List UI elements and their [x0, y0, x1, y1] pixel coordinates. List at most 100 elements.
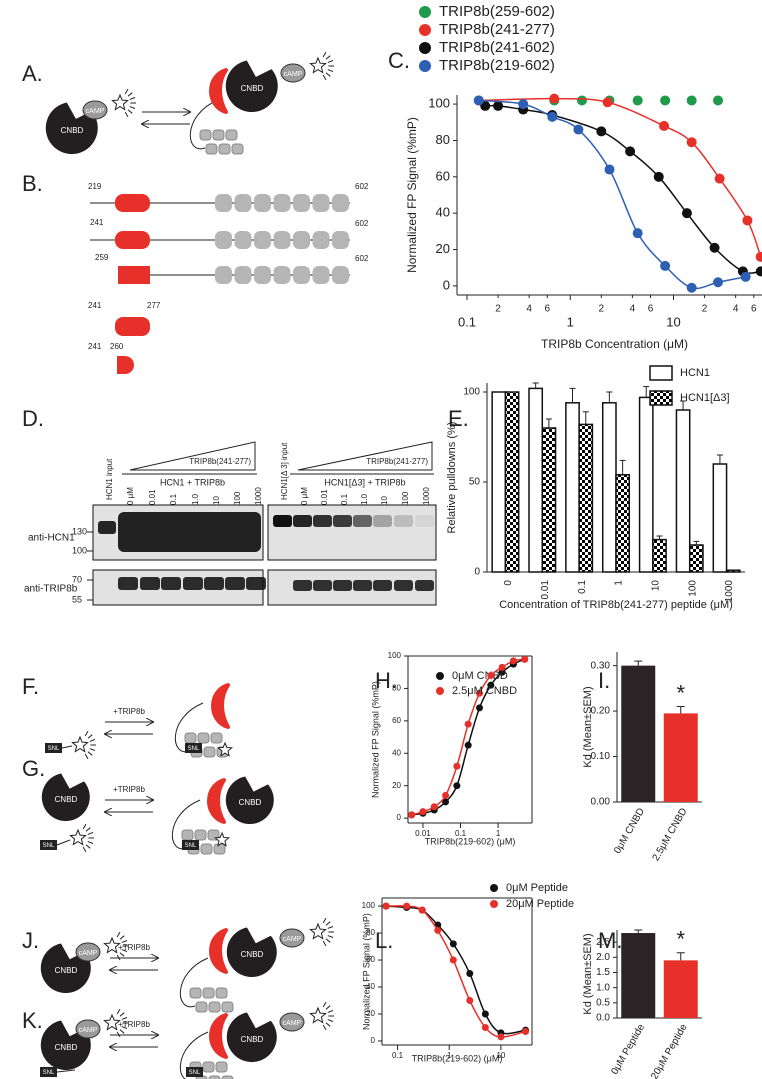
emission-ray	[89, 739, 96, 742]
bar	[675, 409, 691, 573]
tpr-domain	[208, 1075, 221, 1079]
data-point	[434, 926, 442, 934]
tpr-domain	[221, 1001, 234, 1013]
x-tick-label: 4	[733, 304, 739, 315]
data-point	[442, 798, 450, 806]
data-point	[518, 99, 529, 110]
construct-gray	[234, 231, 252, 249]
residue-number: 602	[355, 219, 369, 228]
x-axis-label: Concentration of TRIP8b(241-277) peptide…	[499, 599, 733, 611]
legend-label: TRIP8b(241-277)	[439, 21, 555, 38]
construct-gray	[312, 231, 330, 249]
x-tick-label: 10	[496, 1051, 505, 1060]
mw-marker: 55	[72, 594, 82, 604]
emission-ray	[325, 55, 331, 60]
band	[313, 580, 332, 591]
x-tick-label: 0.1	[392, 1051, 404, 1060]
emission-ray	[116, 1031, 121, 1038]
x-axis-label: TRIP8b(219-602) (μM)	[425, 836, 516, 846]
cnbd-domain	[225, 776, 274, 825]
data-point	[497, 1033, 505, 1041]
emission-ray	[325, 921, 331, 926]
emission-ray	[121, 1026, 128, 1029]
data-point	[481, 1010, 489, 1018]
data-point	[418, 906, 426, 914]
x-tick-label: 1000	[724, 580, 735, 603]
data-point	[714, 173, 725, 184]
data-point	[487, 681, 495, 689]
band	[415, 580, 434, 591]
camp	[279, 928, 305, 948]
residue-number: 219	[88, 182, 102, 191]
bar	[663, 713, 698, 802]
bar	[621, 665, 656, 802]
mw-marker: 70	[72, 574, 82, 584]
trip8b-domain	[211, 683, 230, 729]
linker	[174, 702, 204, 753]
construct-gray	[332, 231, 349, 249]
cnbd-label: CNBD	[241, 84, 264, 93]
tpr-domain	[208, 1001, 221, 1013]
tpr-domain	[221, 1075, 234, 1079]
arrow-label: +TRIP8b	[118, 943, 150, 952]
data-point	[686, 282, 697, 293]
x-tick-label: 0μM Peptide	[609, 1022, 647, 1077]
band	[394, 580, 413, 591]
snl-label: SNL	[43, 843, 55, 849]
emission-ray	[119, 952, 125, 957]
cnbd-label: CNBD	[55, 1043, 78, 1052]
bar	[504, 391, 520, 573]
band	[333, 515, 352, 527]
arrow-label: +TRIP8b	[113, 785, 145, 794]
emission-ray	[322, 1024, 327, 1031]
construct-gray	[332, 194, 349, 212]
tpr-domain	[184, 732, 197, 744]
y-tick-label: 0.30	[591, 660, 611, 671]
band	[118, 577, 138, 590]
y-tick-label: 0.10	[591, 751, 611, 762]
emission-ray	[127, 109, 133, 114]
emission-ray	[84, 753, 89, 760]
fit-curve	[386, 905, 526, 1038]
x-tick-label: 1	[447, 1051, 452, 1060]
linker	[61, 745, 73, 749]
y-tick-label: 80	[436, 132, 450, 147]
emission-ray	[124, 88, 129, 95]
legend-swatch	[649, 390, 673, 406]
data-point	[419, 808, 427, 816]
data-point	[625, 146, 636, 157]
cnbd-label: CNBD	[241, 950, 264, 959]
x-axis-label: TRIP8b Concentration (μM)	[541, 337, 688, 351]
data-point	[596, 126, 607, 137]
bar	[578, 423, 594, 573]
band	[353, 580, 372, 591]
emission-ray	[325, 938, 331, 943]
blot-label: anti-TRIP8b	[24, 584, 78, 595]
x-tick-label: 1	[496, 829, 501, 838]
y-axis-label: Kd (Mean±SEM)	[582, 933, 594, 1014]
x-tick-label: 0.1	[458, 314, 476, 329]
band	[118, 512, 261, 552]
tpr-domain	[197, 732, 210, 744]
panel-label: F.	[22, 674, 39, 699]
data-point	[660, 260, 671, 271]
emission-ray	[116, 1008, 121, 1015]
tpr-domain	[200, 843, 213, 855]
trip8b-domain	[209, 68, 228, 114]
data-point	[473, 95, 484, 106]
bar	[528, 387, 544, 573]
data-point	[713, 277, 724, 288]
data-point	[709, 242, 720, 253]
bar	[601, 402, 617, 573]
linker	[56, 1069, 76, 1073]
emission-ray	[129, 106, 136, 109]
construct-gray	[332, 266, 349, 284]
mw-marker: 100	[72, 545, 87, 555]
data-point	[449, 956, 457, 964]
fluorophore	[214, 831, 230, 847]
lane-label: 0.1	[340, 493, 349, 505]
tpr-domain	[213, 843, 226, 855]
data-point	[632, 95, 643, 106]
y-tick-label: 0.0	[596, 1013, 610, 1024]
lane-label: 0 μM	[126, 487, 135, 505]
